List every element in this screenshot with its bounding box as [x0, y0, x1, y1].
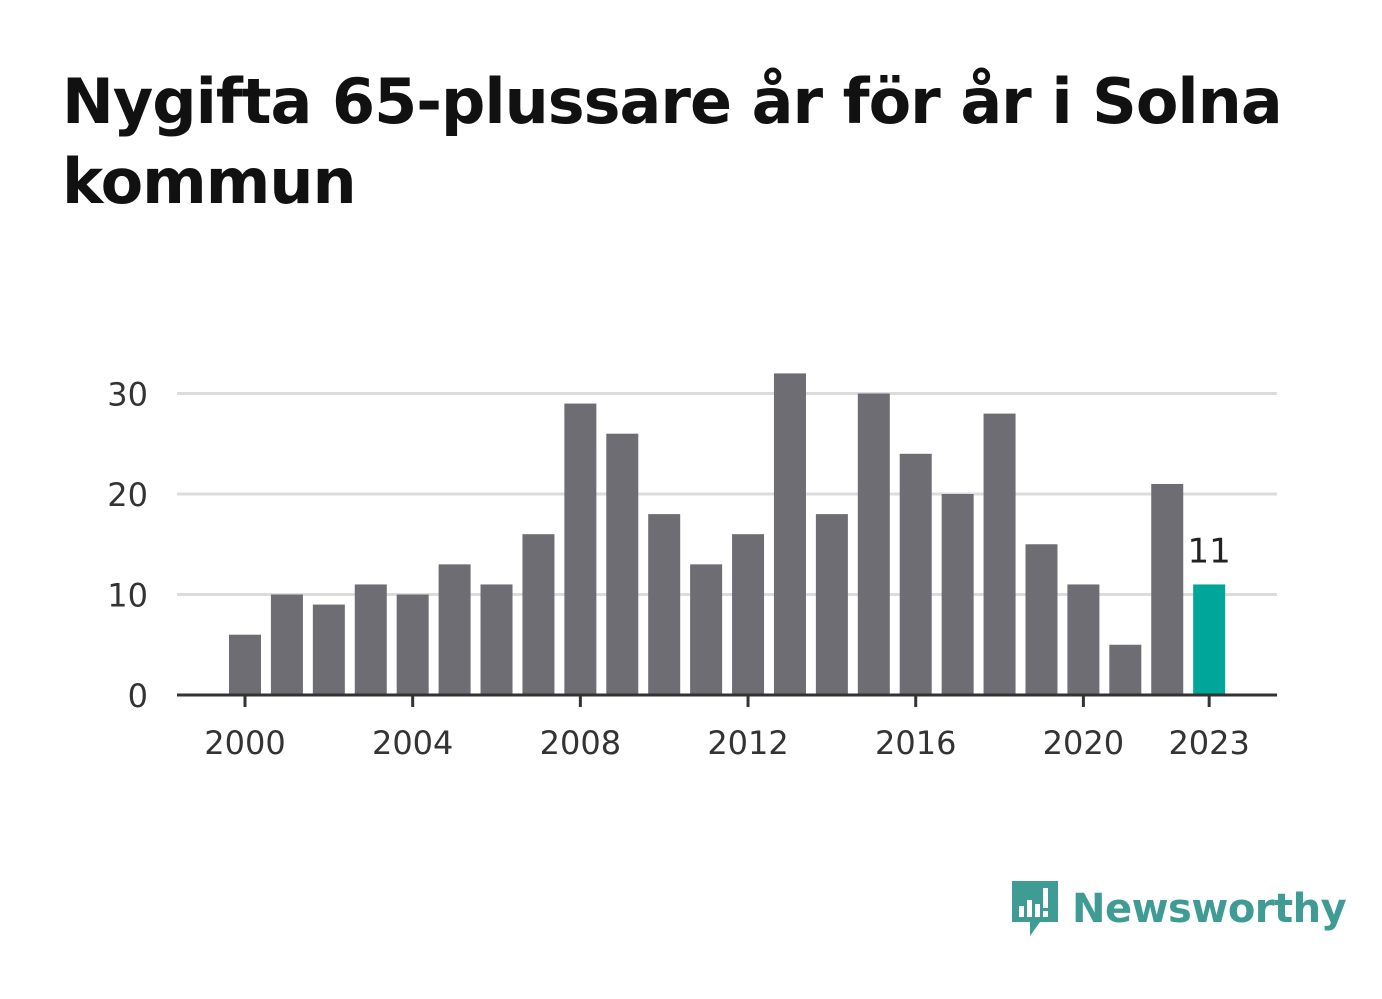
bar-2013 [773, 373, 806, 695]
annotations: 11 [1188, 531, 1231, 571]
bar-2012 [732, 534, 765, 695]
bar-2004 [396, 594, 429, 695]
x-axis: 2000 2004 2008 2012 2016 2020 2023 [177, 693, 1277, 762]
y-tick-label-20: 20 [107, 476, 148, 514]
bar-2017 [941, 494, 974, 695]
newsworthy-logo-icon [1012, 881, 1058, 936]
bar-2016 [899, 453, 932, 695]
bar-2007 [522, 534, 555, 695]
bar-2021 [1109, 644, 1142, 695]
x-tick-label-2016: 2016 [875, 724, 956, 762]
brand-name: Newsworthy [1072, 886, 1347, 932]
bar-2002 [312, 604, 345, 695]
chart-title: Nygifta 65-plussare år för år i Solna ko… [62, 65, 1283, 218]
bar-2000 [229, 634, 261, 695]
bar-2011 [690, 564, 723, 695]
bar-2008 [564, 403, 597, 695]
x-tick-label-2000: 2000 [204, 724, 285, 762]
y-tick-label-10: 10 [107, 577, 148, 615]
bar-2019 [1025, 544, 1058, 695]
bar-2010 [648, 514, 681, 695]
bar-2014 [815, 514, 848, 695]
bars [229, 373, 1226, 695]
y-tick-label-30: 30 [107, 376, 148, 414]
bar-2001 [270, 594, 303, 695]
y-axis-labels: 0 10 20 30 [107, 376, 148, 716]
x-tick-label-2012: 2012 [707, 724, 788, 762]
bar-2003 [354, 584, 387, 695]
bar-2022 [1151, 483, 1184, 695]
y-tick-label-0: 0 [128, 677, 148, 715]
x-tick-label-2008: 2008 [540, 724, 621, 762]
x-tick-label-2023: 2023 [1168, 724, 1249, 762]
grid-lines [177, 392, 1277, 596]
bar-2023 [1193, 584, 1226, 695]
bar-2018 [983, 413, 1016, 695]
data-label-2023: 11 [1188, 531, 1231, 571]
bar-2020 [1067, 584, 1100, 695]
bar-2006 [480, 584, 513, 695]
bar-2015 [857, 393, 890, 695]
brand-logo: Newsworthy [1010, 878, 1347, 940]
bar-2005 [438, 564, 471, 695]
bar-2009 [606, 433, 639, 695]
x-tick-label-2004: 2004 [372, 724, 453, 762]
x-tick-label-2020: 2020 [1043, 724, 1124, 762]
